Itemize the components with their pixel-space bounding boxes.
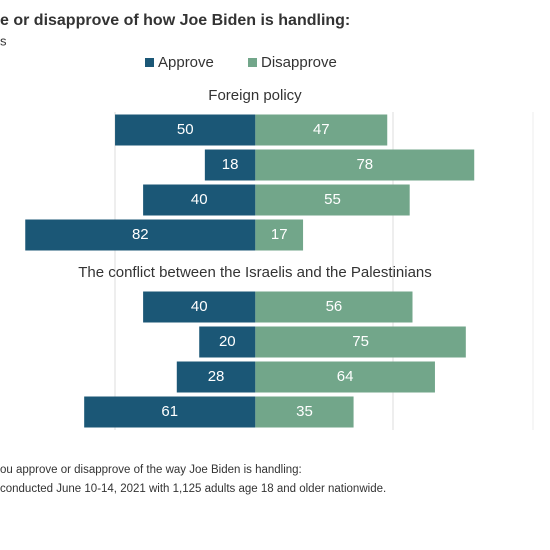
subtitle: s bbox=[0, 33, 7, 48]
value-label: 47 bbox=[313, 121, 330, 138]
legend-label: Approve bbox=[158, 54, 214, 71]
bar bbox=[255, 396, 354, 428]
bar bbox=[199, 326, 256, 358]
legend-swatch bbox=[248, 58, 257, 67]
value-label: 40 bbox=[191, 298, 208, 315]
value-label: 78 bbox=[356, 156, 373, 173]
value-label: 17 bbox=[271, 226, 288, 243]
bar bbox=[115, 114, 256, 146]
value-label: 75 bbox=[352, 333, 369, 350]
note: conducted June 10-14, 2021 with 1,125 ad… bbox=[0, 483, 386, 495]
value-label: 55 bbox=[324, 191, 341, 208]
bar bbox=[255, 219, 304, 251]
value-label: 18 bbox=[222, 156, 239, 173]
value-label: 61 bbox=[161, 403, 178, 420]
bar bbox=[255, 184, 410, 216]
legend-swatch bbox=[145, 58, 154, 67]
value-label: 28 bbox=[208, 368, 225, 385]
value-label: 82 bbox=[132, 226, 149, 243]
bar bbox=[176, 361, 256, 393]
chart-title: e or disapprove of how Joe Biden is hand… bbox=[0, 12, 350, 29]
bar bbox=[255, 149, 475, 181]
bar bbox=[255, 361, 435, 393]
bar bbox=[84, 396, 256, 428]
value-label: 35 bbox=[296, 403, 313, 420]
bar bbox=[255, 114, 388, 146]
bar bbox=[255, 326, 466, 358]
bar bbox=[255, 291, 413, 323]
panel-title: Foreign policy bbox=[208, 87, 302, 104]
note: ou approve or disapprove of the way Joe … bbox=[0, 464, 302, 476]
panel-title: The conflict between the Israelis and th… bbox=[78, 264, 432, 281]
bar bbox=[25, 219, 256, 251]
bar bbox=[204, 149, 256, 181]
bar bbox=[143, 291, 256, 323]
value-label: 40 bbox=[191, 191, 208, 208]
value-label: 64 bbox=[337, 368, 354, 385]
value-label: 50 bbox=[177, 121, 194, 138]
legend-label: Disapprove bbox=[261, 54, 337, 71]
value-label: 20 bbox=[219, 333, 236, 350]
bar bbox=[143, 184, 256, 216]
value-label: 56 bbox=[326, 298, 343, 315]
